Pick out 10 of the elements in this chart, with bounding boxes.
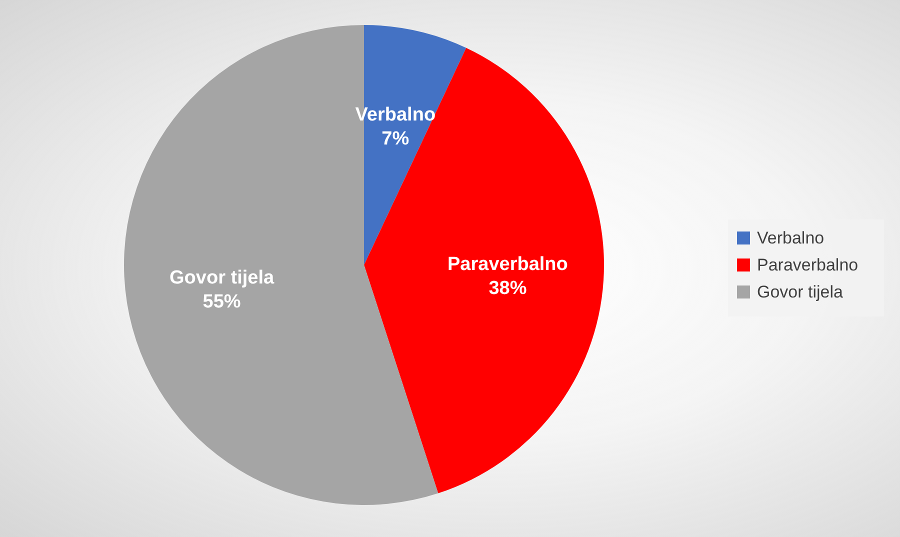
legend-label: Verbalno <box>757 228 824 248</box>
legend-label: Govor tijela <box>757 282 844 302</box>
slice-label: Paraverbalno <box>448 254 568 276</box>
slice-label: Verbalno <box>355 104 436 126</box>
data-label: 55% <box>202 292 241 313</box>
data-label: 38% <box>488 278 527 300</box>
slice-label: Govor tijela <box>170 268 274 289</box>
pie-slice <box>124 25 438 505</box>
legend-label: Paraverbalno <box>757 256 858 274</box>
data-label: 7% <box>382 128 410 150</box>
